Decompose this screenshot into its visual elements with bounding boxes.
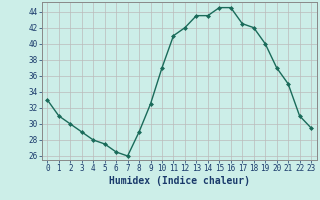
X-axis label: Humidex (Indice chaleur): Humidex (Indice chaleur) [109, 176, 250, 186]
